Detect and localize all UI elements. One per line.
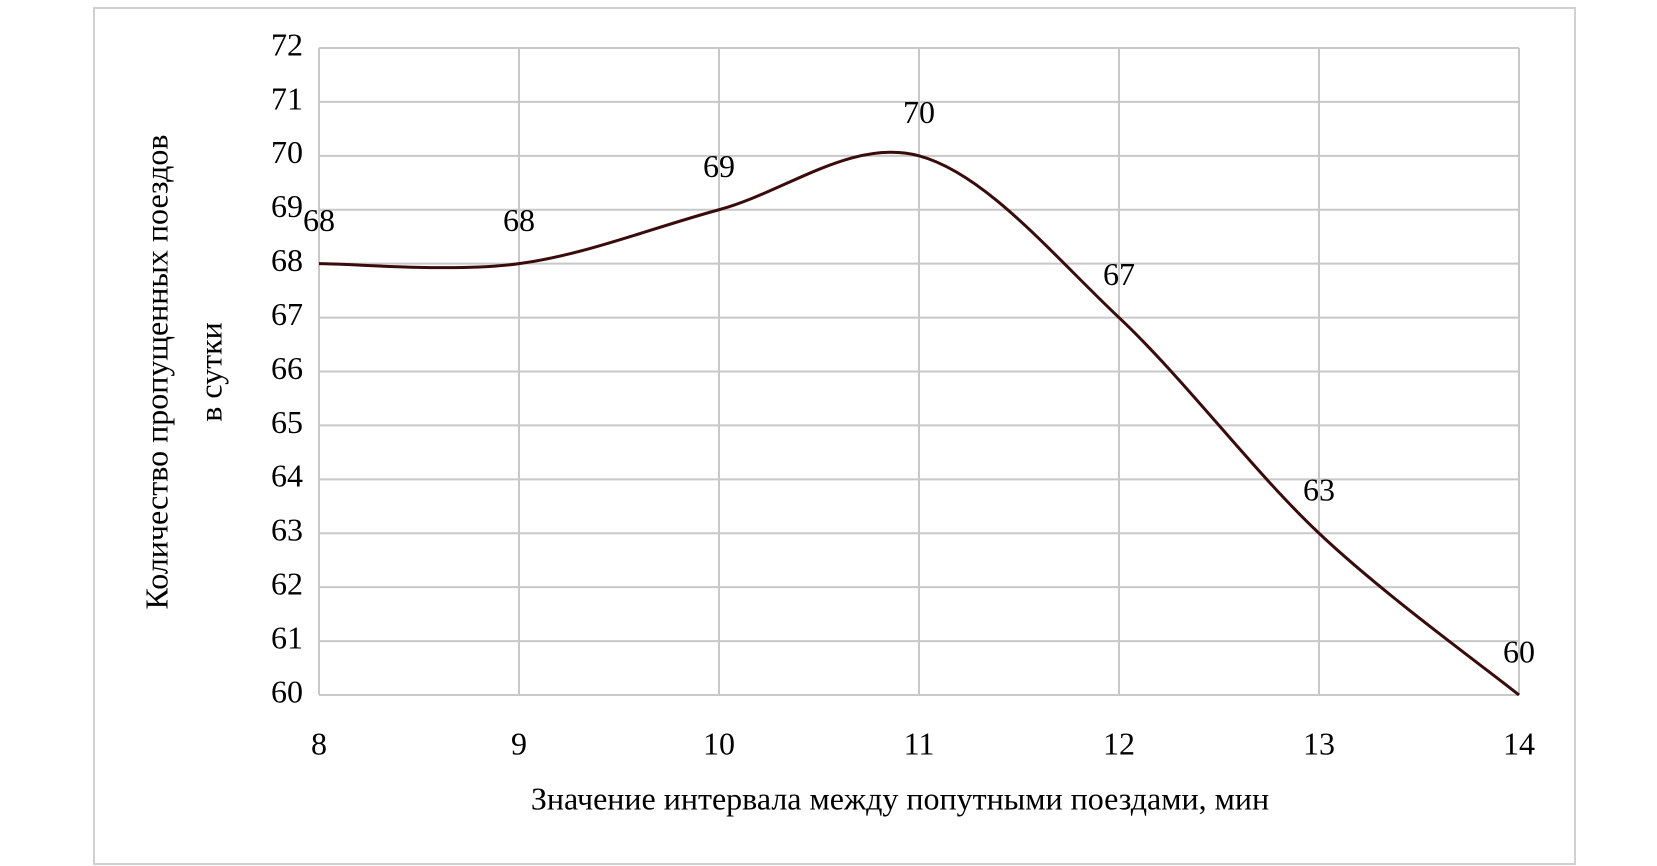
y-axis-label: в сутки <box>192 322 228 422</box>
y-tick-label: 70 <box>271 134 303 170</box>
y-tick-label: 64 <box>271 458 303 494</box>
y-tick-label: 69 <box>271 188 303 224</box>
y-tick-label: 61 <box>271 619 303 655</box>
y-axis-label: Количество пропущенных поездов <box>138 135 174 610</box>
data-label: 67 <box>1103 256 1135 292</box>
data-label: 60 <box>1503 633 1535 669</box>
data-label: 68 <box>503 202 535 238</box>
data-label: 63 <box>1303 472 1335 508</box>
y-tick-label: 62 <box>271 566 303 602</box>
y-tick-label: 65 <box>271 404 303 440</box>
x-tick-label: 11 <box>904 725 935 761</box>
y-tick-label: 68 <box>271 242 303 278</box>
y-tick-label: 63 <box>271 512 303 548</box>
chart-frame <box>93 7 1576 865</box>
x-tick-label: 13 <box>1303 725 1335 761</box>
x-tick-label: 14 <box>1503 725 1535 761</box>
x-axis-label: Значение интервала между попутными поезд… <box>531 780 1269 816</box>
data-label: 68 <box>303 202 335 238</box>
y-tick-label: 66 <box>271 350 303 386</box>
y-tick-label: 71 <box>271 80 303 116</box>
line <box>318 150 1520 697</box>
x-tick-label: 12 <box>1103 725 1135 761</box>
x-tick-label: 9 <box>511 725 527 761</box>
data-label: 69 <box>703 148 735 184</box>
x-tick-label: 8 <box>311 725 327 761</box>
y-tick-label: 60 <box>271 673 303 709</box>
x-tick-label: 10 <box>703 725 735 761</box>
data-label: 70 <box>903 94 935 130</box>
y-tick-label: 72 <box>271 26 303 62</box>
y-tick-label: 67 <box>271 296 303 332</box>
